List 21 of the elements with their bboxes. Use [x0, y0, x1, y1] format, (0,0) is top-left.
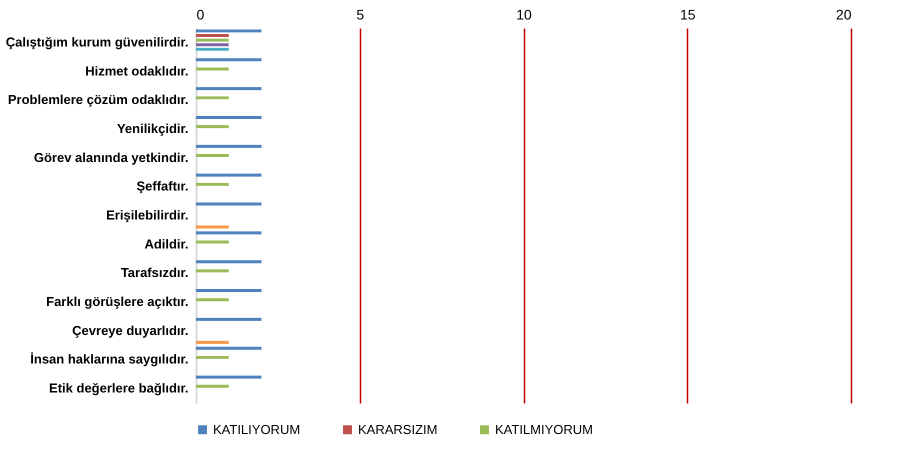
y-tick-label: Farklı görüşlere açıktır.: [46, 294, 188, 310]
y-tick-label: Yenilikçidir.: [116, 120, 188, 136]
y-tick-label: Şeffaftır.: [136, 178, 188, 194]
y-tick-label: Tarafsızdır.: [120, 265, 188, 280]
x-tick-label: 20: [836, 6, 852, 22]
y-tick-label: Görev alanında yetkindir.: [34, 150, 188, 165]
y-tick-label: Erişilebilirdir.: [106, 208, 188, 222]
legend-label: KATILMIYORUM: [495, 422, 593, 437]
y-tick-label: Hizmet odaklıdır.: [85, 63, 188, 78]
y-tick-label: Çalıştığım kurum güvenilirdir.: [6, 34, 188, 50]
y-tick-label: Etik değerlere bağlıdır.: [49, 380, 188, 396]
x-tick-label: 0: [196, 6, 204, 22]
y-tick-label: İnsan haklarına saygılıdır.: [30, 352, 188, 367]
x-tick-label: 10: [516, 6, 532, 22]
x-tick-label: 15: [680, 6, 696, 22]
x-tick-label: 5: [356, 6, 364, 22]
legend-label: KARARSIZIM: [358, 422, 438, 437]
legend-label: KATILIYORUM: [213, 422, 300, 437]
y-tick-label: Problemlere çözüm odaklıdır.: [8, 92, 188, 108]
y-tick-label: Çevreye duyarlıdır.: [72, 322, 188, 338]
y-tick-label: Adildir.: [144, 236, 188, 252]
